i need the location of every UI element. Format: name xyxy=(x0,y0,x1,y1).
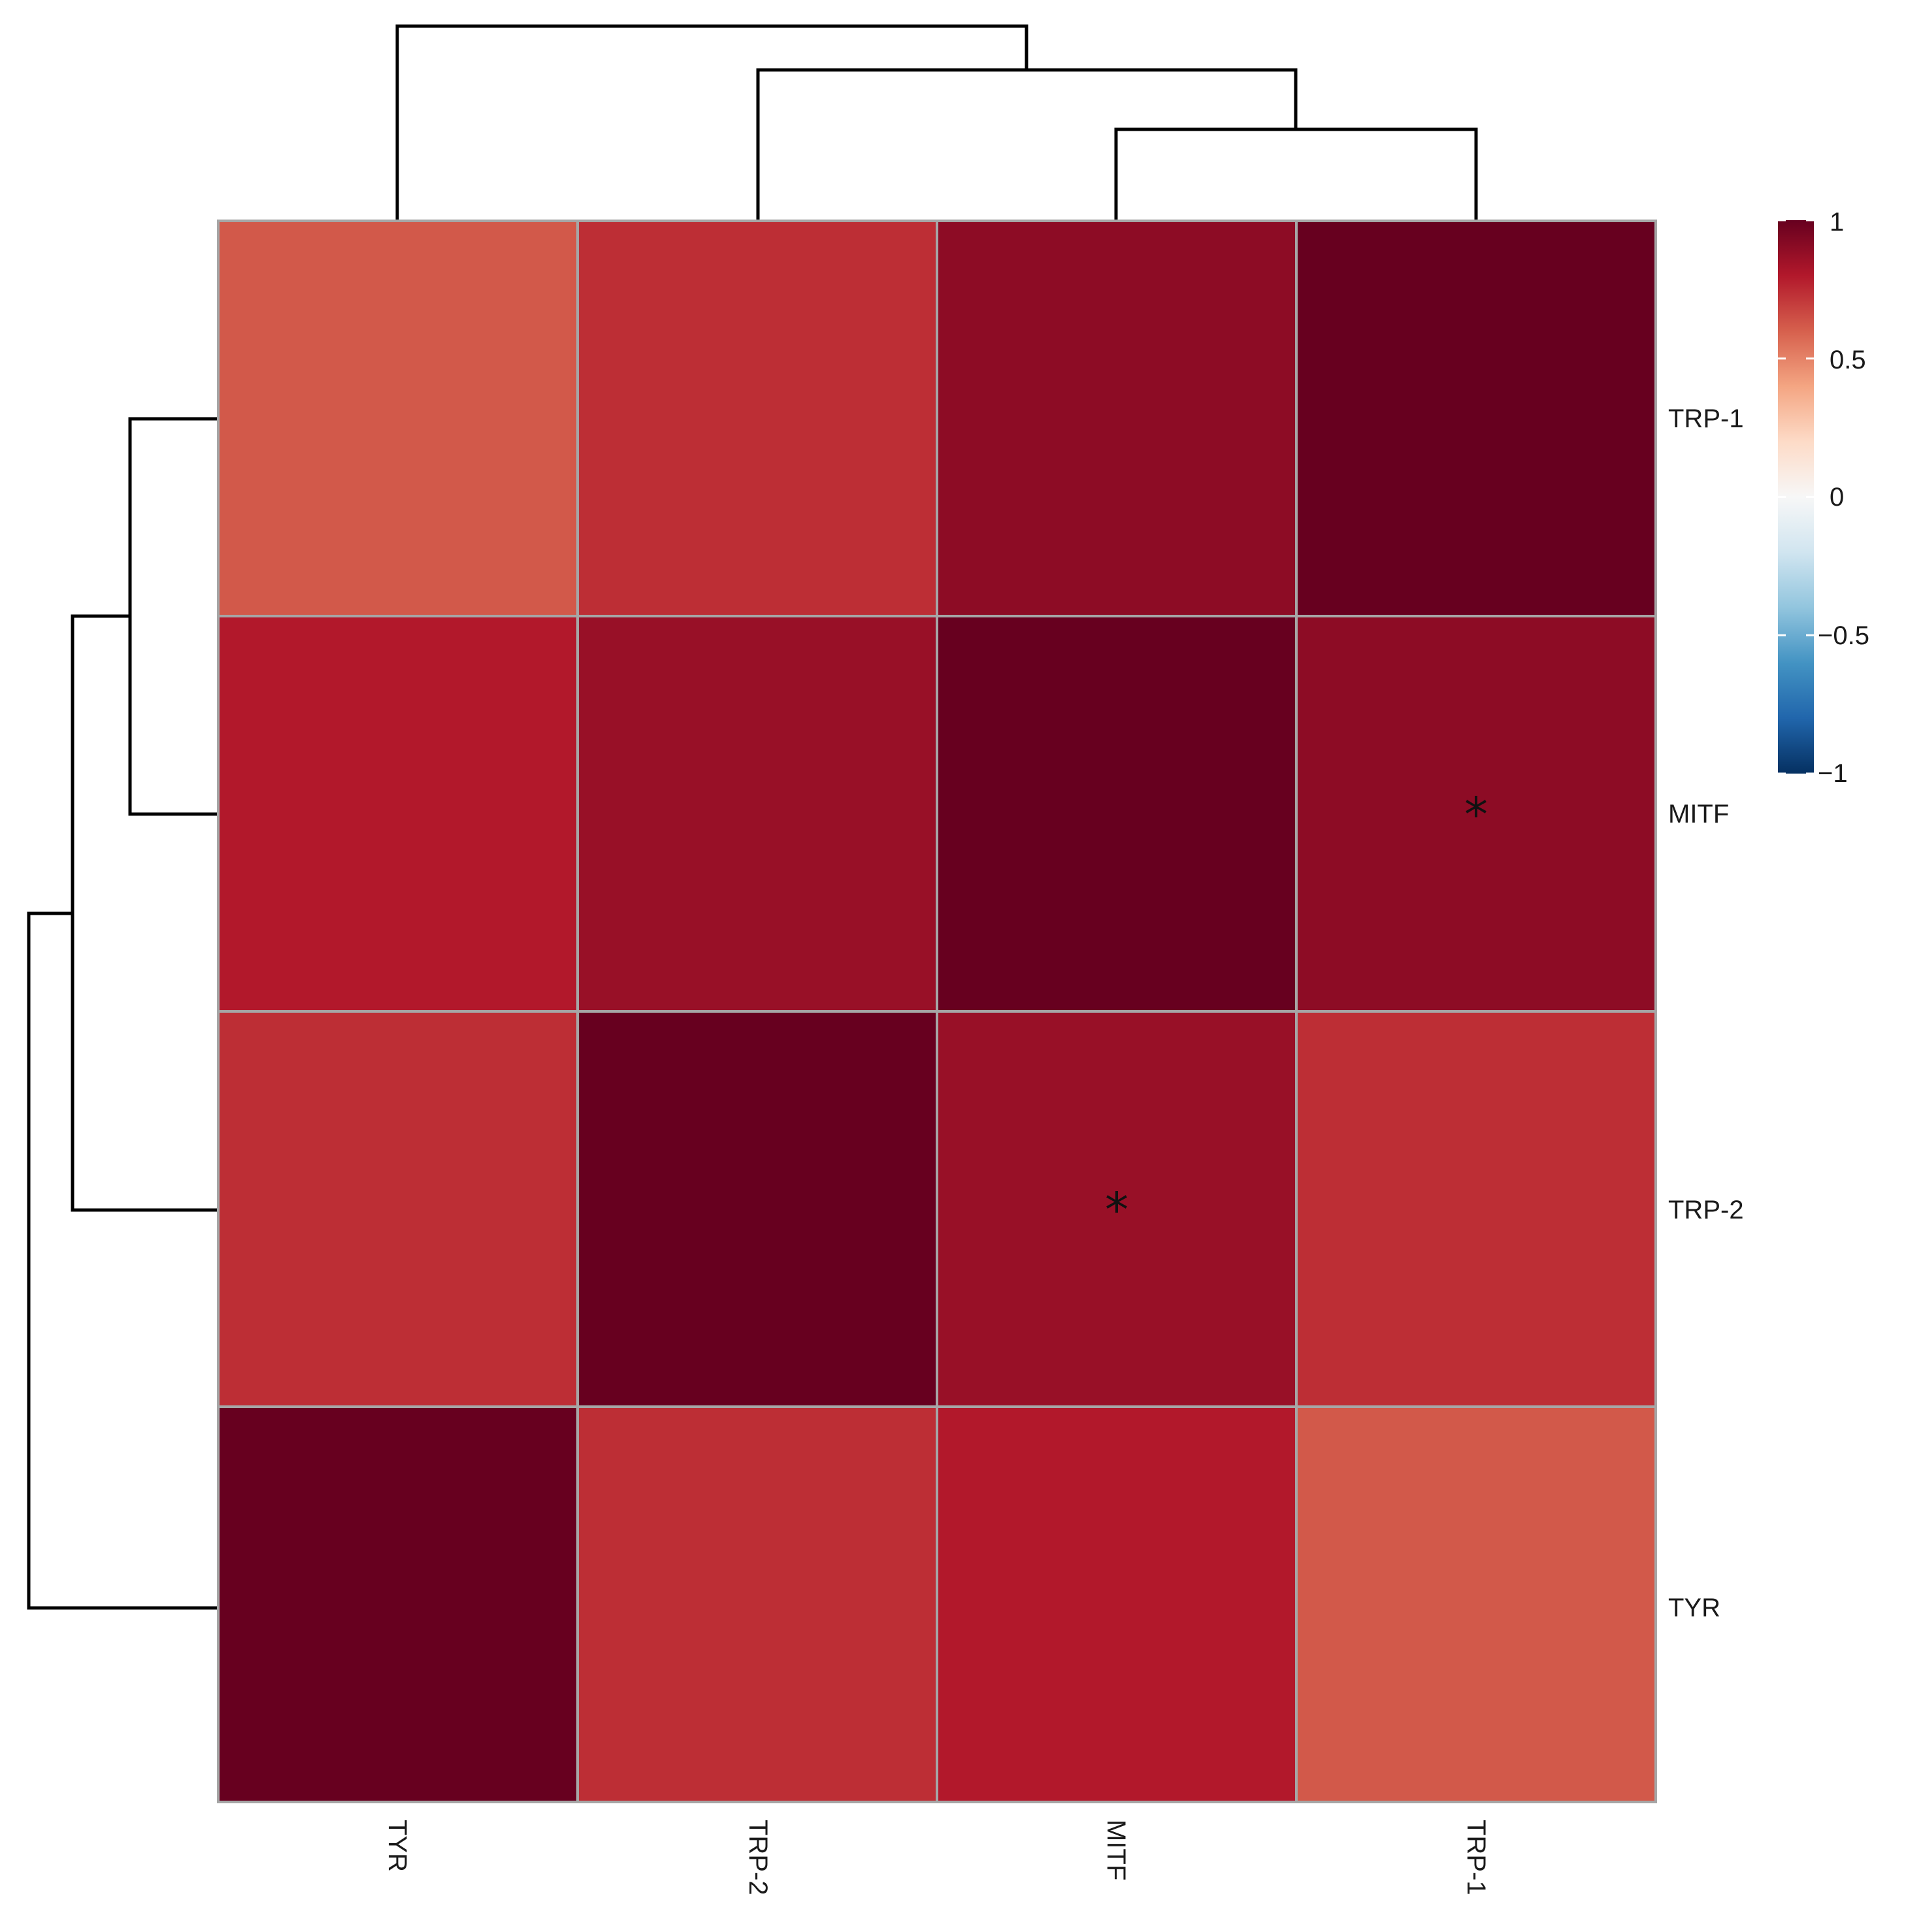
cell-trp-1-trp-1 xyxy=(1295,220,1657,617)
colorbar-tick-label-0-5: 0.5 xyxy=(1830,346,1866,374)
col-label-tyr: TYR xyxy=(383,1820,412,1872)
colorbar-tick-label-neg-0-5: −0.5 xyxy=(1818,621,1869,650)
col-label-mitf: MITF xyxy=(1102,1820,1130,1880)
cell-mitf-mitf xyxy=(936,615,1298,1013)
cell-tyr-trp-1 xyxy=(1295,1405,1657,1803)
col-label-trp-2: TRP-2 xyxy=(744,1820,772,1895)
cell-trp-2-trp-2 xyxy=(576,1010,938,1408)
column-dendrogram xyxy=(395,24,1478,221)
row-dendrogram xyxy=(27,417,218,1610)
row-label-trp-2: TRP-2 xyxy=(1668,1196,1744,1224)
cell-tyr-mitf xyxy=(936,1405,1298,1803)
row-dendro-merge-trp1-mitf xyxy=(128,417,218,816)
row-dendro-merge-trp2-cluster xyxy=(71,614,218,1212)
significance-marks: ** xyxy=(1105,787,1488,1237)
cell-mitf-trp-1 xyxy=(1295,615,1657,1013)
heatmap-cells xyxy=(217,220,1657,1803)
cell-trp-2-tyr xyxy=(217,1010,579,1408)
cell-mitf-tyr xyxy=(217,615,579,1013)
significance-mark-mitf-trp-1: * xyxy=(1464,787,1488,842)
row-labels: TRP-1 MITF TRP-2 TYR xyxy=(1668,404,1744,1622)
col-dendro-merge-mitf-trp1 xyxy=(1114,127,1478,221)
colorbar-tick-label-0: 0 xyxy=(1830,483,1844,512)
col-label-trp-1: TRP-1 xyxy=(1462,1820,1490,1895)
cell-trp-2-mitf xyxy=(936,1010,1298,1408)
significance-mark-trp-2-mitf: * xyxy=(1105,1183,1128,1237)
colorbar-tick-label-neg-1: −1 xyxy=(1818,759,1848,788)
colorbar-ticks xyxy=(1778,219,1814,775)
row-label-trp-1: TRP-1 xyxy=(1668,404,1744,433)
cell-trp-2-trp-1 xyxy=(1295,1010,1657,1408)
cell-trp-1-tyr xyxy=(217,220,579,617)
cell-mitf-trp-2 xyxy=(576,615,938,1013)
row-label-tyr: TYR xyxy=(1668,1594,1720,1622)
cell-tyr-tyr xyxy=(217,1405,579,1803)
col-dendro-merge-trp2-cluster xyxy=(756,68,1298,221)
colorbar-legend: 1 0.5 0 −0.5 −1 xyxy=(1778,208,1869,788)
row-label-mitf: MITF xyxy=(1668,800,1729,828)
colorbar-tick-label-1: 1 xyxy=(1830,208,1844,237)
cell-tyr-trp-2 xyxy=(576,1405,938,1803)
cell-trp-1-mitf xyxy=(936,220,1298,617)
cell-trp-1-trp-2 xyxy=(576,220,938,617)
row-dendro-merge-tyr-cluster xyxy=(27,911,218,1610)
col-dendro-merge-tyr-cluster xyxy=(395,24,1028,221)
column-labels: TYR TRP-2 MITF TRP-1 xyxy=(383,1820,1490,1895)
